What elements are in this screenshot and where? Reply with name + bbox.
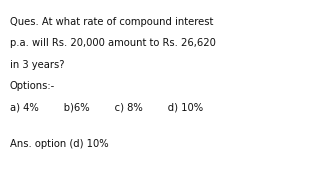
Text: Ques. At what rate of compound interest: Ques. At what rate of compound interest	[10, 17, 213, 27]
Text: p.a. will Rs. 20,000 amount to Rs. 26,620: p.a. will Rs. 20,000 amount to Rs. 26,62…	[10, 38, 215, 48]
Text: a) 4%        b)6%        c) 8%        d) 10%: a) 4% b)6% c) 8% d) 10%	[10, 103, 203, 113]
Text: Ans. option (d) 10%: Ans. option (d) 10%	[10, 139, 108, 149]
Text: in 3 years?: in 3 years?	[10, 60, 64, 70]
Text: Options:-: Options:-	[10, 81, 55, 91]
